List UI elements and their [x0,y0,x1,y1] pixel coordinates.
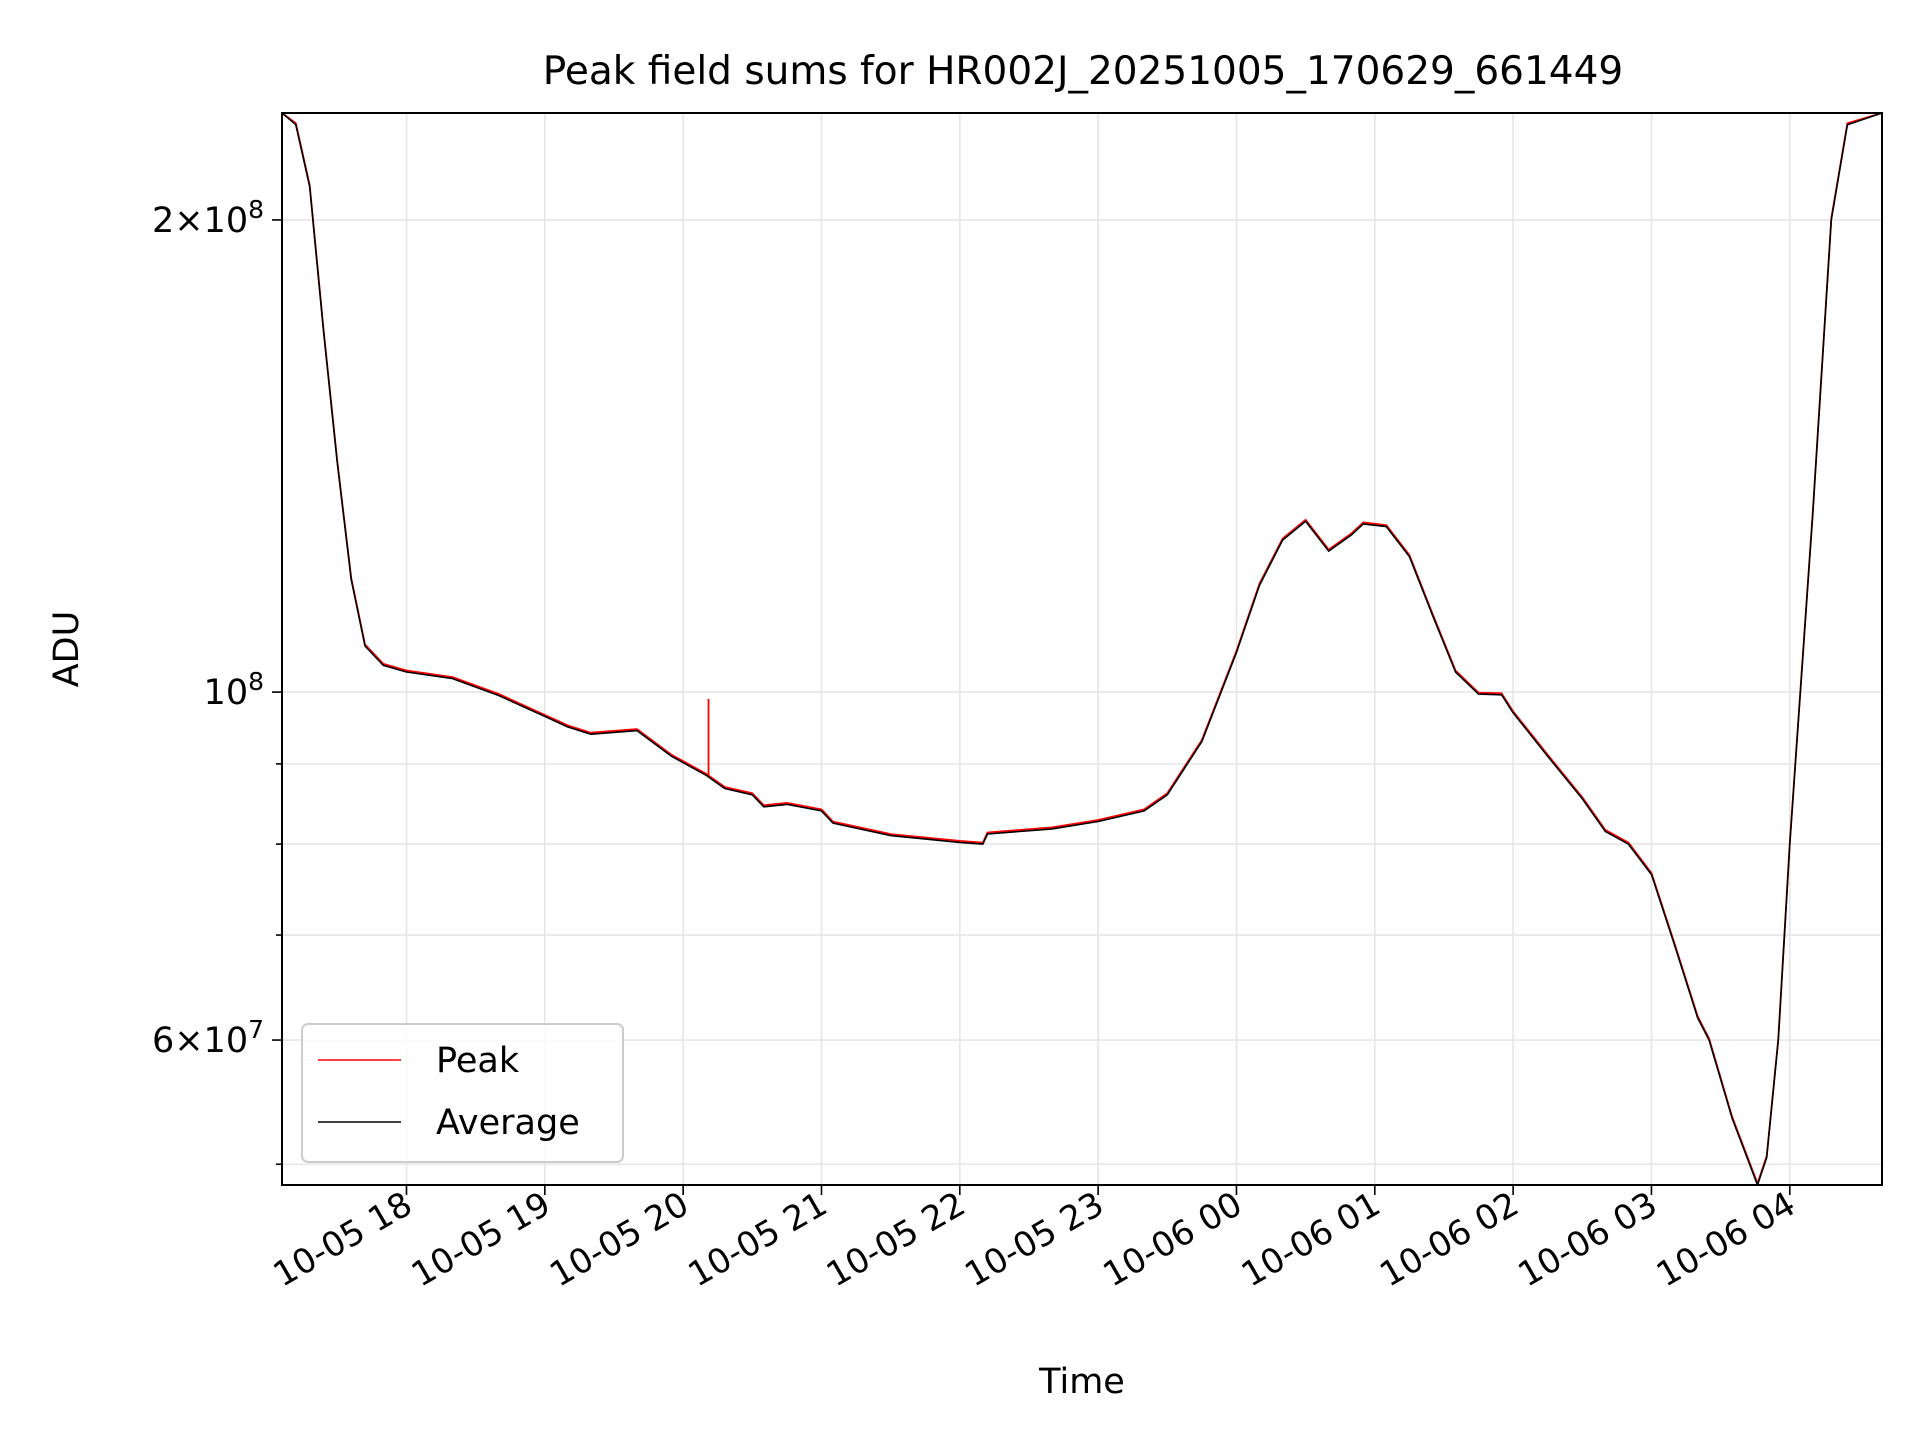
legend-label-average: Average [436,1103,580,1143]
y-axis-ticks: 2×108 108 6×107 [152,195,282,1166]
legend-label-peak: Peak [436,1041,520,1081]
y-tick-label: 2×108 [152,195,264,241]
legend: Peak Average [301,1023,624,1163]
series-lines [281,112,1883,1186]
y-axis-label: ADU [47,611,87,688]
chart-title: Peak field sums for HR002J_20251005_1706… [543,49,1623,94]
y-tick-label: 6×107 [152,1015,264,1061]
gridlines [282,113,1882,1185]
legend-box [301,1023,624,1163]
x-axis-label: Time [1038,1362,1125,1402]
series-line-average [281,112,1883,1186]
y-tick-label: 108 [204,667,264,713]
plot-frame [281,112,1883,1186]
